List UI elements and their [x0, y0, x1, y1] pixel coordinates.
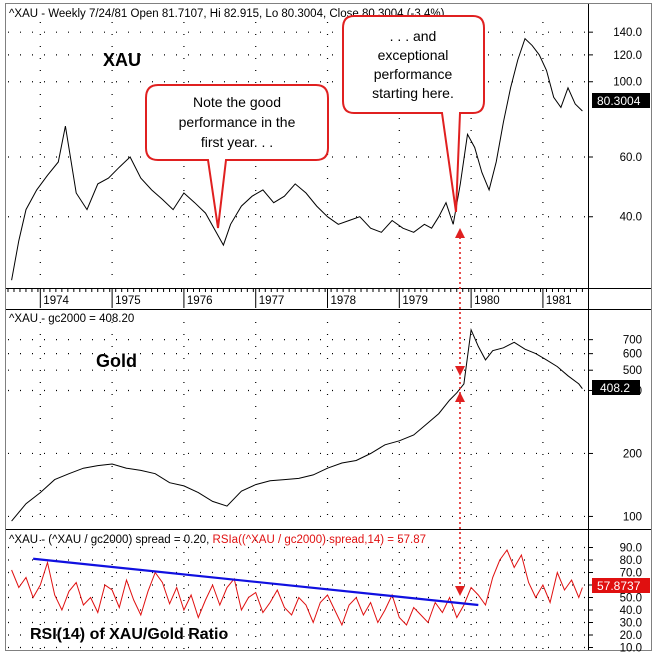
y-tick-label: 40.0	[620, 212, 642, 224]
y-tick-label: 100.0	[613, 77, 642, 89]
x-axis-strip	[6, 289, 588, 309]
event-arrow	[455, 228, 465, 596]
gold-last-value-badge: 408.2	[592, 380, 640, 395]
y-tick-label: 10.0	[620, 643, 642, 655]
gold-grid	[8, 322, 586, 526]
x-tick-label: 1976	[187, 295, 213, 307]
rsi-grid	[8, 540, 586, 650]
callout-exceptional: . . . and exceptional performance starti…	[342, 15, 485, 213]
x-tick-label: 1975	[115, 295, 141, 307]
y-tick-label: 50.0	[620, 593, 642, 605]
chart-frame	[5, 3, 652, 651]
x-tick-label: 1980	[474, 295, 500, 307]
rsi-header: ^XAU - (^XAU / gc2000) spread = 0.20, RS…	[9, 534, 426, 546]
rsi-last-value: 57.8737	[597, 579, 641, 593]
xau-last-value-badge: 80.3004	[592, 93, 650, 108]
callout2-line4: starting here.	[372, 85, 454, 101]
xau-header: ^XAU - Weekly 7/24/81 Open 81.7107, Hi 8…	[9, 8, 445, 20]
xau-y-axis: 40.0 60.0 100.0 120.0 140.0	[588, 27, 642, 224]
y-tick-label: 20.0	[620, 630, 642, 642]
x-axis: 1974 1975 1976 1977 1978 1979 1980 1981	[7, 289, 583, 308]
rsi-last-value-badge: 57.8737	[592, 578, 650, 593]
y-tick-label: 40.0	[620, 605, 642, 617]
callout2-line1: . . . and	[390, 28, 437, 44]
rsi-series-line	[11, 548, 583, 627]
rsi-y-axis: 10.020.030.040.050.060.070.080.090.0	[588, 543, 642, 655]
y-tick-label: 80.0	[620, 555, 642, 567]
x-tick-label: 1978	[331, 295, 357, 307]
x-tick-label: 1977	[259, 295, 285, 307]
y-tick-label: 120.0	[613, 50, 642, 62]
x-tick-label: 1974	[43, 295, 69, 307]
y-tick-label: 90.0	[620, 543, 642, 555]
rsi-label: RSI(14) of XAU/Gold Ratio	[30, 626, 228, 643]
y-tick-label: 600	[623, 349, 642, 361]
xau-last-value: 80.3004	[597, 94, 641, 108]
gold-y-axis: 100200400500600700	[588, 335, 642, 523]
y-tick-label: 140.0	[613, 27, 642, 39]
callout1-line3: first year. . .	[201, 134, 273, 150]
xau-series-line	[11, 37, 583, 281]
rsi-header-spread: ^XAU - (^XAU / gc2000) spread = 0.20,	[9, 534, 213, 546]
y-tick-label: 70.0	[620, 568, 642, 580]
y-tick-label: 60.0	[620, 152, 642, 164]
gold-series-line	[11, 327, 583, 522]
gold-last-value: 408.2	[600, 381, 630, 395]
x-tick-label: 1979	[402, 295, 428, 307]
callout-first-year: Note the good performance in the first y…	[145, 84, 329, 229]
rsi-header-rsi: RSIa((^XAU / gc2000) spread,14) = 57.87	[213, 534, 426, 546]
y-tick-label: 700	[623, 335, 642, 347]
y-tick-label: 100	[623, 511, 642, 523]
y-tick-label: 200	[623, 448, 642, 460]
x-tick-label: 1981	[546, 295, 572, 307]
y-tick-label: 500	[623, 365, 642, 377]
callout1-line2: performance in the	[179, 114, 296, 130]
rsi-trendline	[33, 557, 479, 607]
callout2-line3: performance	[374, 66, 453, 82]
xau-label: XAU	[103, 50, 141, 70]
callout2-line2: exceptional	[378, 47, 449, 63]
gold-label: Gold	[96, 351, 137, 371]
gold-header: ^XAU - gc2000 = 408.20	[9, 313, 134, 325]
callout1-line1: Note the good	[193, 94, 281, 110]
y-tick-label: 30.0	[620, 618, 642, 630]
